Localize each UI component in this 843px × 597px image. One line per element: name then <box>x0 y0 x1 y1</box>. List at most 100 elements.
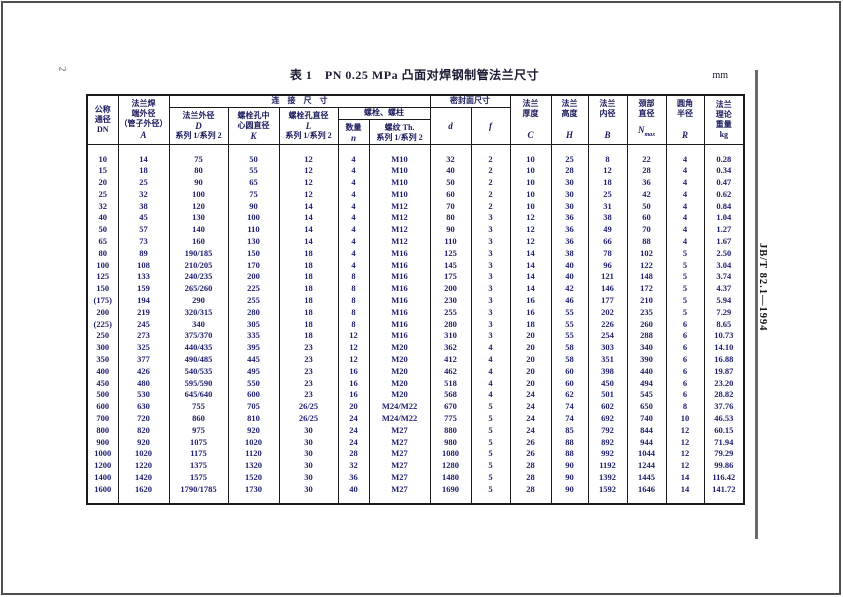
cell: 540/535 <box>168 365 229 378</box>
cell: 892 <box>587 436 628 449</box>
cell: 12 <box>337 354 370 366</box>
cell: 5 <box>665 295 705 307</box>
cell: 78 <box>587 247 628 260</box>
cell: 32 <box>117 188 170 201</box>
cell: 36 <box>550 224 589 237</box>
cell: 4 <box>337 259 370 272</box>
cell: 200 <box>86 306 119 319</box>
col-kg-header: 法兰 理论 重量 kg <box>703 94 745 145</box>
cell: 74 <box>550 401 589 414</box>
cell: 20 <box>509 330 552 343</box>
cell: 45 <box>117 212 170 225</box>
cell: 1000 <box>86 448 119 461</box>
cell: 255 <box>227 295 280 307</box>
cell: 440 <box>626 365 667 378</box>
table-row: 350 377 490/485 445 23 12 M20 412 4 20 58 351 390 6 16… <box>86 354 745 366</box>
cell: 24 <box>509 413 552 425</box>
cell: 110 <box>227 224 280 237</box>
cell: 530 <box>117 389 170 402</box>
cell: 116.42 <box>703 472 745 484</box>
cell: 0.34 <box>703 165 745 178</box>
cell: 10 <box>665 413 705 425</box>
cell: 26 <box>509 448 552 461</box>
cell: (225) <box>86 318 119 331</box>
table-row: 600 630 755 705 26/25 20 M24/M22 670 5 24 74 602 650… <box>86 401 745 414</box>
cell: 58 <box>550 342 589 355</box>
cell: 40 <box>337 483 370 504</box>
table-row: 32 38 120 90 14 4 M12 70 2 10 30 31 50 4 0.84 <box>86 200 745 213</box>
cell: 6 <box>665 389 705 402</box>
cell: 50 <box>626 200 667 213</box>
cell: 85 <box>550 424 589 437</box>
cell: M12 <box>368 224 431 237</box>
cell: 18 <box>117 165 170 178</box>
cell: M10 <box>368 165 431 178</box>
cell: 2 <box>470 165 511 178</box>
cell: 24 <box>509 389 552 402</box>
cell: 12 <box>665 460 705 473</box>
cell: 280 <box>429 318 472 331</box>
cell: 290 <box>168 295 229 307</box>
cell: 1690 <box>429 483 472 504</box>
cell: 32 <box>337 460 370 473</box>
col-a-symbol: A <box>140 130 147 141</box>
page-number: 2 <box>57 66 68 72</box>
cell: 325 <box>117 342 170 355</box>
col-d-header: 法兰外径 D 系列 1/系列 2 <box>168 106 229 145</box>
cell: 8 <box>337 271 370 284</box>
table-row: 10 14 75 50 12 4 M10 32 2 10 25 8 22 4 0.28 <box>86 144 745 166</box>
cell: 4 <box>470 354 511 366</box>
cell: 12 <box>278 188 339 201</box>
col-th-label: 螺纹 Th. <box>384 123 415 132</box>
cell: 740 <box>626 413 667 425</box>
cell: 25 <box>550 144 589 166</box>
cell: 8.65 <box>703 318 745 331</box>
cell: 5 <box>470 413 511 425</box>
cell: 90 <box>429 224 472 237</box>
cell: M16 <box>368 259 431 272</box>
cell: 5 <box>665 306 705 319</box>
table-row: 1600 1620 1790/1785 1730 30 40 M27 1690 5 28 90 159… <box>86 483 745 504</box>
cell: 3 <box>470 224 511 237</box>
cell: 398 <box>587 365 628 378</box>
cell: 32 <box>429 144 472 166</box>
cell: 36 <box>550 212 589 225</box>
col-a-label: 法兰焊 端外径 （管子外径） <box>119 99 168 129</box>
cell: 5 <box>665 247 705 260</box>
cell: 10 <box>86 144 119 166</box>
cell: 18 <box>278 271 339 284</box>
cell: 5.94 <box>703 295 745 307</box>
cell: 1320 <box>227 460 280 473</box>
cell: 4 <box>470 389 511 402</box>
cell: 4 <box>665 165 705 178</box>
cell: 130 <box>168 212 229 225</box>
cell: 23.20 <box>703 377 745 390</box>
cell: M16 <box>368 306 431 319</box>
cell: 1020 <box>117 448 170 461</box>
table-row: 125 133 240/235 200 18 8 M16 175 3 14 40 121 148 5 3.7… <box>86 271 745 284</box>
cell: 335 <box>227 330 280 343</box>
col-n-symbol: n <box>350 133 356 143</box>
cell: 1020 <box>227 436 280 449</box>
cell: 28.82 <box>703 389 745 402</box>
col-c-symbol: C <box>527 130 534 141</box>
col-k-header: 螺栓孔中 心圆直径 K <box>227 106 280 145</box>
cell: 190/185 <box>168 247 229 260</box>
col-r-label: 圆角 半径 <box>677 99 694 119</box>
cell: 4 <box>337 165 370 178</box>
cell: 194 <box>117 295 170 307</box>
cell: 3 <box>470 306 511 319</box>
cell: 265/260 <box>168 283 229 296</box>
cell: M27 <box>368 483 431 504</box>
cell: 125 <box>86 271 119 284</box>
cell: 7.29 <box>703 306 745 319</box>
cell: 46 <box>550 295 589 307</box>
cell: 550 <box>227 377 280 390</box>
cell: (175) <box>86 295 119 307</box>
table-row: 50 57 140 110 14 4 M12 90 3 12 36 49 70 4 1.27 <box>86 224 745 237</box>
cell: 800 <box>86 424 119 437</box>
cell: 146 <box>587 283 628 296</box>
cell: 2 <box>470 188 511 201</box>
cell: 600 <box>86 401 119 414</box>
cell: 210 <box>626 295 667 307</box>
